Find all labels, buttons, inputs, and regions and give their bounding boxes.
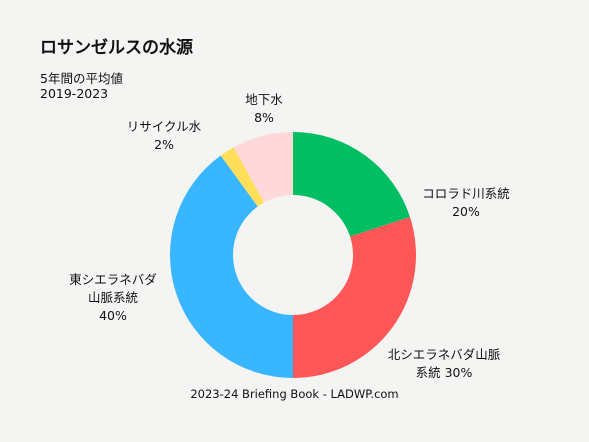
value-label: 30% bbox=[444, 365, 473, 380]
donut-segment bbox=[233, 132, 293, 203]
category-label: リサイクル水 bbox=[126, 119, 202, 134]
segment-label: リサイクル水 2% bbox=[127, 118, 201, 154]
category-label: コロラド川系統 bbox=[422, 186, 510, 201]
category-label: 地下水 bbox=[245, 92, 283, 107]
segment-label: 東シエラネバダ 山脈系統 40% bbox=[69, 271, 157, 325]
chart-title: ロサンゼルスの水源 bbox=[40, 38, 193, 58]
value-label: 20% bbox=[452, 204, 480, 219]
chart-source: 2023-24 Briefing Book - LADWP.com bbox=[190, 387, 399, 401]
chart-subtitle: 5年間の平均値 bbox=[40, 71, 123, 86]
segment-label: コロラド川系統 20% bbox=[422, 185, 510, 221]
donut-segment bbox=[293, 216, 417, 378]
category-label: 北シエラネバダ山脈 系統 bbox=[387, 347, 501, 380]
segment-label: 北シエラネバダ山脈 系統 30% bbox=[388, 346, 501, 382]
value-label: 40% bbox=[99, 308, 127, 323]
category-label: 東シエラネバダ 山脈系統 bbox=[69, 272, 157, 305]
donut-segment bbox=[293, 132, 410, 237]
segment-label: 地下水 8% bbox=[245, 91, 283, 127]
chart-period: 2019-2023 bbox=[40, 86, 109, 101]
donut-segment bbox=[169, 155, 293, 378]
value-label: 2% bbox=[154, 137, 174, 152]
donut-segment bbox=[220, 147, 265, 207]
value-label: 8% bbox=[254, 110, 274, 125]
